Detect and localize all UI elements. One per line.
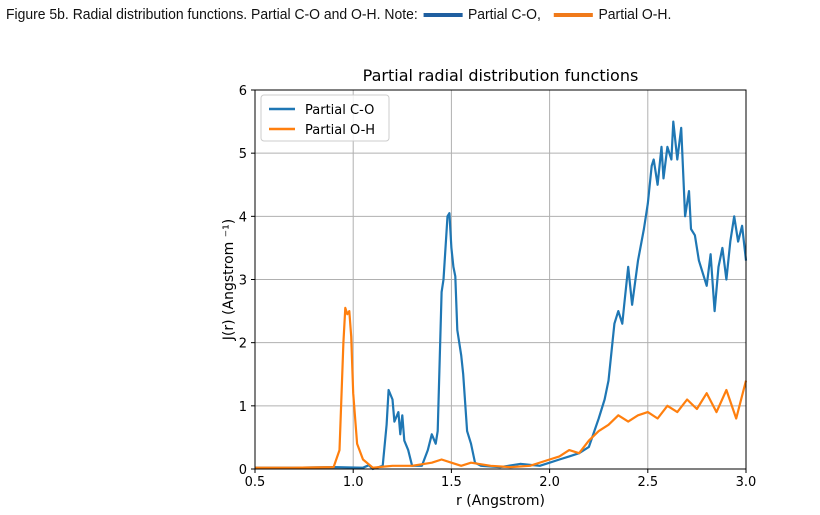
legend-label: Partial C-O	[305, 103, 374, 118]
x-tick-label: 1.0	[343, 475, 364, 490]
caption-legend-co: Partial C-O,	[467, 6, 541, 23]
y-tick-label: 6	[239, 84, 247, 99]
y-tick-label: 4	[239, 210, 247, 225]
caption-swatch-co	[423, 13, 463, 18]
x-tick-label: 3.0	[736, 475, 757, 490]
y-axis-label: J(r) (Angstrom ⁻¹)	[221, 219, 237, 341]
caption-note: Note:	[384, 6, 418, 23]
series-line-co	[255, 120, 748, 471]
y-tick-label: 5	[239, 147, 247, 162]
y-tick-label: 1	[239, 400, 247, 415]
caption-swatch-oh	[553, 13, 593, 18]
legend-label: Partial O-H	[305, 123, 375, 138]
y-tick-label: 2	[239, 337, 247, 352]
series-line-oh	[255, 306, 748, 469]
x-axis-label: r (Angstrom)	[456, 493, 545, 509]
caption-legend-oh: Partial O-H.	[598, 6, 672, 23]
figure-caption: Figure 5b. Radial distribution functions…	[6, 6, 671, 23]
caption-text: Radial distribution functions. Partial C…	[72, 6, 381, 23]
caption-label: Figure 5b.	[6, 6, 69, 23]
x-tick-label: 0.5	[245, 475, 266, 490]
y-tick-label: 3	[239, 274, 247, 289]
y-tick-label: 0	[239, 463, 247, 478]
x-tick-label: 2.5	[637, 475, 658, 490]
x-tick-label: 1.5	[441, 475, 462, 490]
chart-title: Partial radial distribution functions	[363, 66, 639, 85]
x-tick-label: 2.0	[539, 475, 560, 490]
plot-frame	[254, 89, 747, 470]
